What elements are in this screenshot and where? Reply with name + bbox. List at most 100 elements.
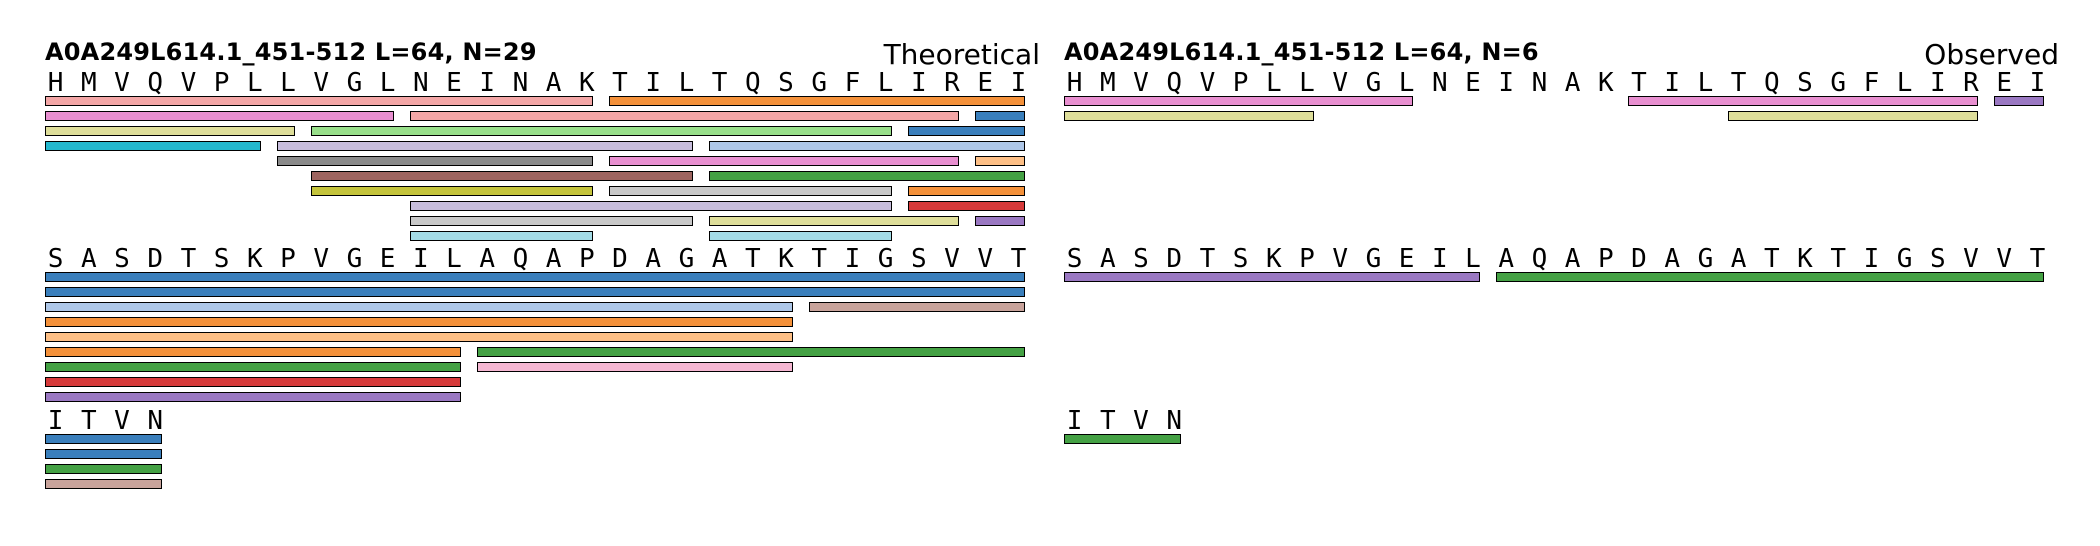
- sequence-residue: L: [877, 68, 894, 98]
- sequence-residue: K: [1265, 244, 1282, 274]
- sequence-residue: S: [1797, 68, 1813, 98]
- sequence-residue: N: [512, 68, 529, 98]
- peptide-bar: [709, 141, 1025, 151]
- peptide-bar: [1064, 96, 1414, 106]
- sequence-residue: S: [1929, 244, 1946, 274]
- sequence-residue: P: [280, 244, 296, 274]
- sequence-residue: S: [114, 244, 130, 274]
- peptide-bar: [45, 434, 162, 444]
- panel-title: A0A249L614.1_451-512 L=64, N=6: [1064, 38, 1539, 66]
- sequence-residue: I: [1066, 406, 1083, 436]
- peptide-bar: [45, 141, 262, 151]
- sequence-residue: V: [114, 406, 130, 436]
- peptide-bar: [310, 171, 693, 181]
- sequence-residue: G: [1697, 244, 1714, 274]
- peptide-bar: [1064, 272, 1480, 282]
- peptide-bar: [45, 272, 1025, 282]
- theoretical-panel: A0A249L614.1_451-512 L=64, N=29 Theoreti…: [45, 0, 1040, 546]
- sequence-residue: G: [678, 244, 695, 274]
- sequence-residue: T: [1730, 68, 1747, 98]
- sequence-residue: V: [1133, 68, 1149, 98]
- peptide-bar: [45, 302, 793, 312]
- sequence-residue: V: [1963, 244, 1979, 274]
- sequence-residue: V: [1199, 68, 1216, 98]
- sequence-residue: K: [778, 244, 794, 274]
- peptide-bar: [609, 96, 1025, 106]
- sequence-residue: S: [213, 244, 230, 274]
- peptide-bar: [410, 216, 693, 226]
- peptide-bar: [45, 362, 461, 372]
- sequence-residue: A: [545, 68, 562, 98]
- peptide-bar: [1993, 96, 2044, 106]
- sequence-residue: T: [612, 68, 628, 98]
- sequence-residue: P: [1299, 244, 1315, 274]
- sequence-residue: K: [246, 244, 263, 274]
- peptide-bar: [1064, 111, 1314, 121]
- sequence-residue: I: [1010, 68, 1027, 98]
- peptide-bar: [45, 111, 395, 121]
- sequence-residue: Q: [1166, 68, 1183, 98]
- sequence-residue: L: [1697, 68, 1714, 98]
- sequence-residue: D: [612, 244, 628, 274]
- sequence-residue: V: [1332, 244, 1349, 274]
- sequence-residue: L: [1465, 244, 1481, 274]
- sequence-residue: I: [910, 68, 927, 98]
- panel-title: A0A249L614.1_451-512 L=64, N=29: [45, 38, 537, 66]
- sequence-residue: T: [180, 244, 197, 274]
- sequence-residue: F: [844, 68, 861, 98]
- peptide-bar: [45, 332, 793, 342]
- peptide-bar: [908, 201, 1025, 211]
- sequence-residue: I: [1863, 244, 1880, 274]
- sequence-residue: V: [944, 244, 960, 274]
- peptide-bar: [45, 377, 461, 387]
- sequence-residue: A: [1099, 244, 1116, 274]
- peptide-bar: [974, 216, 1025, 226]
- sequence-residue: T: [80, 406, 97, 436]
- sequence-residue: G: [346, 68, 363, 98]
- peptide-bar: [45, 392, 461, 402]
- sequence-residue: I: [844, 244, 861, 274]
- peptide-bar: [974, 111, 1025, 121]
- sequence-residue: N: [1431, 68, 1448, 98]
- sequence-residue: N: [1531, 68, 1548, 98]
- sequence-residue: Q: [1531, 244, 1548, 274]
- sequence-residue: I: [645, 68, 662, 98]
- sequence-residue: M: [1099, 68, 1116, 98]
- sequence-residue: K: [578, 68, 595, 98]
- peptide-bar: [410, 111, 959, 121]
- sequence-residue: S: [47, 244, 64, 274]
- sequence-residue: A: [1730, 244, 1747, 274]
- peptide-bar: [1495, 272, 2044, 282]
- sequence-residue: T: [711, 68, 728, 98]
- panel-label: Theoretical: [883, 38, 1040, 71]
- peptide-bar: [45, 126, 295, 136]
- sequence-residue: R: [1963, 68, 1979, 98]
- sequence-residue: I: [1498, 68, 1515, 98]
- sequence-residue: F: [1863, 68, 1880, 98]
- sequence-residue: V: [313, 68, 330, 98]
- sequence-residue: D: [1166, 244, 1183, 274]
- sequence-residue: R: [944, 68, 960, 98]
- peptide-bar: [908, 186, 1025, 196]
- observed-panel: A0A249L614.1_451-512 L=64, N=6 Observed …: [1064, 0, 2059, 546]
- sequence-residue: G: [1365, 68, 1382, 98]
- sequence-residue: A: [1498, 244, 1515, 274]
- sequence-residue: A: [645, 244, 662, 274]
- sequence-residue: G: [346, 244, 363, 274]
- peptide-bar: [709, 216, 959, 226]
- sequence-residue: E: [977, 68, 994, 98]
- sequence-residue: E: [1398, 244, 1415, 274]
- sequence-residue: P: [1232, 68, 1249, 98]
- sequence-residue: A: [1564, 68, 1581, 98]
- sequence-residue: N: [412, 68, 429, 98]
- sequence-residue: Q: [744, 68, 761, 98]
- peptide-bar: [709, 171, 1025, 181]
- sequence-residue: L: [379, 68, 396, 98]
- peptide-bar: [45, 287, 1025, 297]
- sequence-residue: T: [1099, 406, 1116, 436]
- sequence-residue: V: [1996, 244, 2013, 274]
- peptide-bar: [45, 464, 162, 474]
- sequence-residue: G: [877, 244, 894, 274]
- sequence-residue: T: [1763, 244, 1780, 274]
